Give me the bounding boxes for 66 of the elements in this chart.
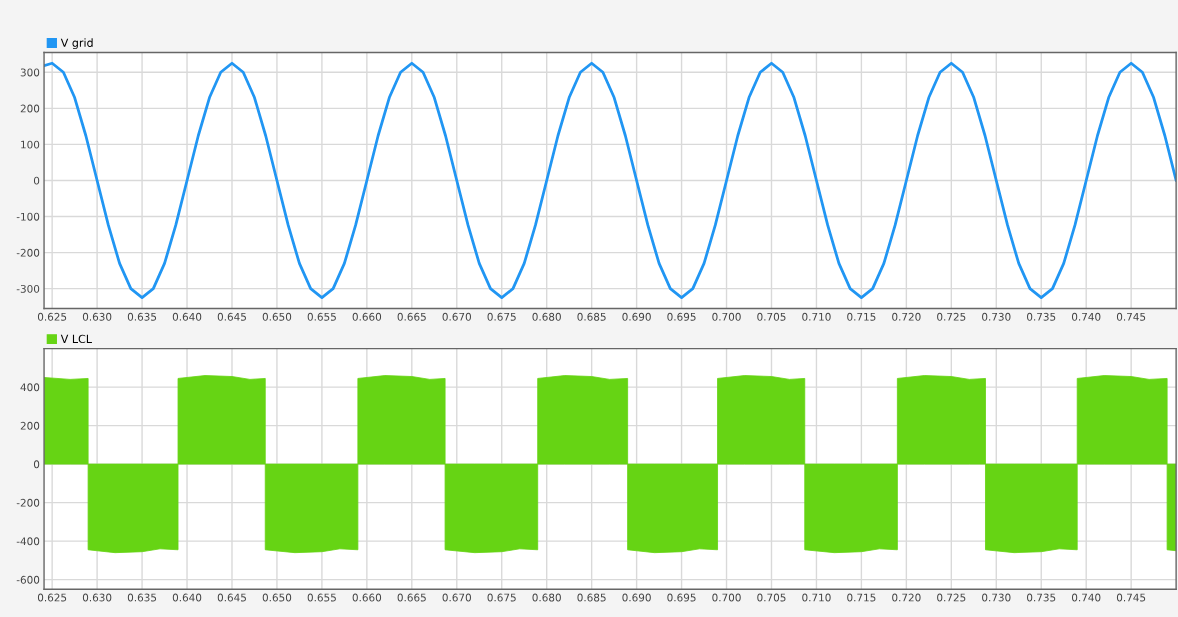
y-tick-label: 200 bbox=[20, 421, 40, 430]
x-tick-label: 0.740 bbox=[1071, 593, 1101, 602]
x-tick-label: 0.675 bbox=[487, 312, 516, 321]
y-tick-label: -300 bbox=[16, 284, 40, 293]
x-tick-label: 0.695 bbox=[667, 593, 696, 602]
x-tick-label: 0.700 bbox=[712, 312, 741, 321]
x-tick-label: 0.630 bbox=[82, 312, 112, 321]
legend-label: V grid bbox=[60, 38, 93, 50]
x-tick-label: 0.685 bbox=[577, 593, 606, 602]
y-tick-label: -400 bbox=[16, 537, 40, 546]
x-tick-label: 0.680 bbox=[532, 312, 561, 321]
y-tick-label: 100 bbox=[21, 140, 40, 149]
x-tick-label: 0.680 bbox=[532, 593, 561, 602]
x-tick-label: 0.625 bbox=[37, 312, 67, 321]
x-tick-label: 0.705 bbox=[757, 312, 786, 321]
x-tick-label: 0.625 bbox=[37, 593, 67, 602]
y-tick-label: -600 bbox=[16, 575, 40, 584]
x-tick-label: 0.670 bbox=[442, 312, 471, 321]
x-tick-label: 0.720 bbox=[892, 593, 921, 602]
x-tick-label: 0.640 bbox=[172, 312, 202, 321]
x-tick-label: 0.635 bbox=[127, 312, 157, 321]
x-tick-label: 0.730 bbox=[982, 312, 1011, 321]
x-tick-label: 0.740 bbox=[1071, 312, 1101, 321]
y-tick-label: 0 bbox=[33, 460, 40, 469]
y-tick-label: -100 bbox=[16, 212, 40, 221]
x-tick-label: 0.665 bbox=[397, 593, 426, 602]
x-tick-label: 0.670 bbox=[442, 593, 471, 602]
x-tick-label: 0.635 bbox=[127, 593, 157, 602]
y-tick-label: -200 bbox=[16, 248, 40, 257]
y-tick-label: -200 bbox=[16, 498, 40, 507]
x-tick-label: 0.700 bbox=[712, 593, 741, 602]
x-tick-label: 0.630 bbox=[82, 593, 112, 602]
x-tick-label: 0.665 bbox=[397, 312, 426, 321]
x-tick-label: 0.675 bbox=[487, 593, 516, 602]
x-tick-label: 0.690 bbox=[622, 593, 651, 602]
x-tick-label: 0.645 bbox=[217, 593, 246, 602]
x-tick-label: 0.745 bbox=[1116, 593, 1146, 602]
y-tick-label: 300 bbox=[20, 68, 40, 77]
y-tick-label: 400 bbox=[20, 383, 40, 392]
x-tick-label: 0.745 bbox=[1116, 312, 1146, 321]
x-tick-label: 0.725 bbox=[937, 593, 966, 602]
x-tick-label: 0.640 bbox=[172, 593, 202, 602]
y-tick-label: 200 bbox=[20, 104, 40, 113]
legend-label: V LCL bbox=[60, 334, 92, 344]
x-tick-label: 0.710 bbox=[802, 312, 831, 321]
x-tick-label: 0.710 bbox=[802, 593, 831, 602]
line-series bbox=[44, 61, 1177, 300]
x-tick-label: 0.725 bbox=[937, 312, 966, 321]
x-tick-label: 0.720 bbox=[892, 312, 921, 321]
x-tick-label: 0.645 bbox=[217, 312, 246, 321]
x-tick-label: 0.660 bbox=[352, 593, 382, 602]
x-tick-label: 0.730 bbox=[982, 593, 1011, 602]
x-tick-label: 0.735 bbox=[1027, 593, 1056, 602]
x-tick-label: 0.685 bbox=[577, 312, 606, 321]
x-tick-label: 0.690 bbox=[622, 312, 651, 321]
x-tick-label: 0.735 bbox=[1027, 312, 1056, 321]
x-tick-label: 0.650 bbox=[262, 312, 292, 321]
x-tick-label: 0.650 bbox=[262, 593, 292, 602]
x-tick-label: 0.660 bbox=[352, 312, 382, 321]
x-tick-label: 0.705 bbox=[757, 593, 786, 602]
y-tick-label: 0 bbox=[33, 176, 40, 185]
x-tick-label: 0.715 bbox=[847, 312, 876, 321]
x-tick-label: 0.715 bbox=[847, 593, 876, 602]
x-tick-label: 0.655 bbox=[307, 593, 336, 602]
x-tick-label: 0.655 bbox=[307, 312, 336, 321]
x-tick-label: 0.695 bbox=[667, 312, 696, 321]
